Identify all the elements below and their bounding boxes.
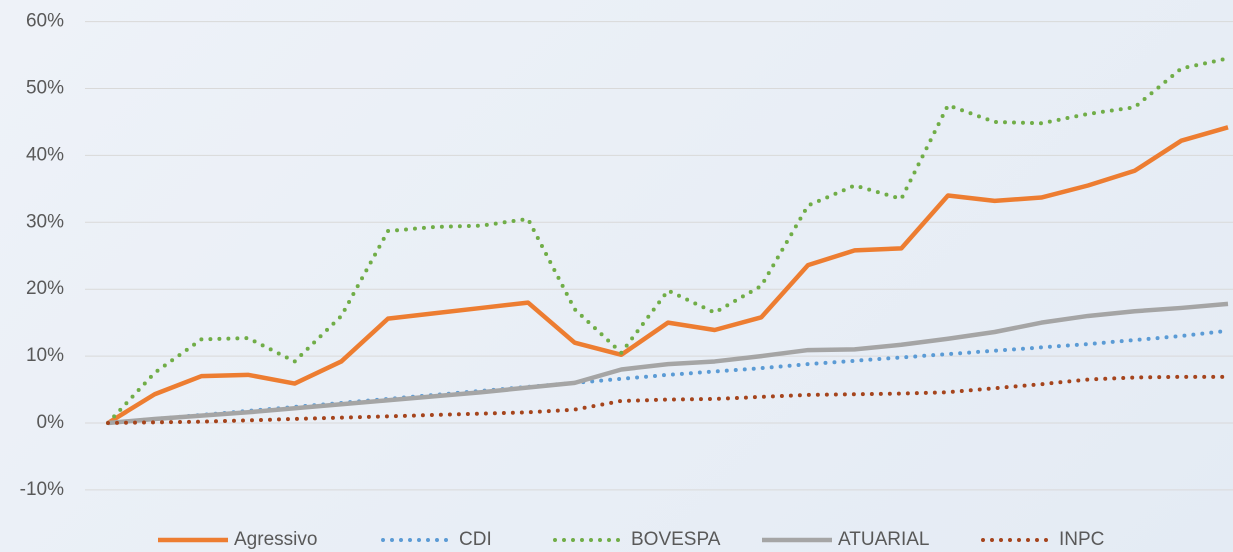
- y-tick-label: 0%: [37, 412, 65, 433]
- series-line: [106, 125, 1229, 425]
- y-tick-label: 60%: [26, 11, 64, 32]
- legend-label: ATUARIAL: [838, 529, 930, 550]
- y-tick-label: 30%: [26, 211, 64, 232]
- y-tick-label: -10%: [20, 479, 64, 500]
- series-line: [106, 56, 1230, 425]
- legend-label: CDI: [459, 529, 492, 550]
- series-line: [106, 374, 1230, 425]
- y-tick-label: 20%: [26, 278, 64, 299]
- y-tick-label: 40%: [26, 144, 64, 165]
- legend-label: BOVESPA: [631, 529, 721, 550]
- legend-label: INPC: [1059, 529, 1104, 550]
- legend-label: Agressivo: [234, 529, 317, 550]
- series-line: [107, 301, 1229, 426]
- y-tick-label: 10%: [26, 345, 64, 366]
- y-tick-label: 50%: [26, 78, 64, 99]
